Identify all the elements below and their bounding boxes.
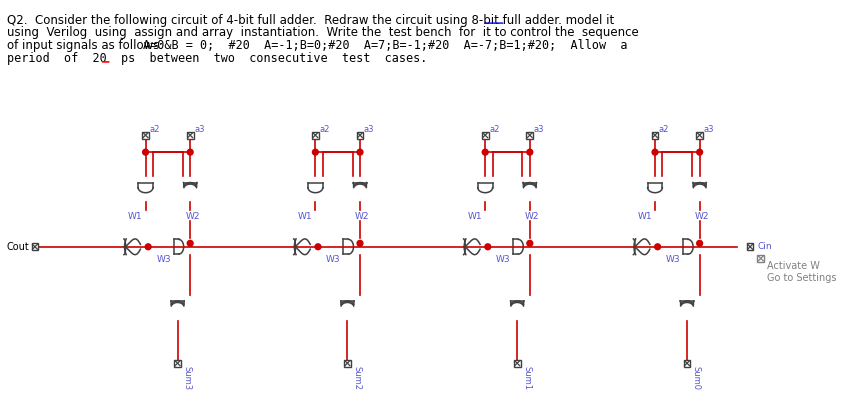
Circle shape — [482, 149, 488, 155]
Bar — [526, 132, 533, 139]
Text: Go to Settings: Go to Settings — [766, 273, 835, 283]
Bar — [695, 132, 702, 139]
Text: of input signals as follows:: of input signals as follows: — [7, 39, 167, 52]
Text: Cout: Cout — [7, 242, 30, 252]
Bar — [651, 132, 657, 139]
Circle shape — [357, 240, 362, 246]
Circle shape — [145, 244, 151, 250]
Text: a2: a2 — [489, 125, 499, 134]
Circle shape — [187, 240, 193, 246]
Bar — [683, 360, 690, 367]
Circle shape — [357, 149, 362, 155]
Text: W2: W2 — [694, 211, 708, 221]
Bar — [756, 255, 763, 262]
Bar — [174, 360, 181, 367]
Text: a3: a3 — [533, 125, 544, 134]
Text: a3: a3 — [364, 125, 374, 134]
Text: using  Verilog  using  assign and array  instantiation.  Write the  test bench  : using Verilog using assign and array ins… — [7, 26, 638, 40]
Circle shape — [696, 240, 701, 246]
Text: W1: W1 — [468, 211, 482, 221]
Text: W2: W2 — [185, 211, 199, 221]
Bar — [31, 243, 38, 250]
Circle shape — [187, 149, 193, 155]
Bar — [513, 360, 520, 367]
Bar — [356, 132, 363, 139]
Text: a3: a3 — [194, 125, 204, 134]
Text: W1: W1 — [636, 211, 652, 221]
Circle shape — [527, 149, 532, 155]
Text: W2: W2 — [354, 211, 369, 221]
Circle shape — [527, 240, 532, 246]
Text: a2: a2 — [658, 125, 668, 134]
Circle shape — [484, 244, 490, 250]
Text: W3: W3 — [665, 254, 679, 263]
Text: period  of  20  ps  between  two  consecutive  test  cases.: period of 20 ps between two consecutive … — [7, 52, 427, 65]
Text: Sum2: Sum2 — [352, 366, 361, 390]
Text: W3: W3 — [495, 254, 510, 263]
Text: W1: W1 — [298, 211, 312, 221]
Text: a2: a2 — [149, 125, 160, 134]
Text: Sum3: Sum3 — [182, 366, 192, 390]
Circle shape — [312, 149, 318, 155]
Text: W2: W2 — [524, 211, 538, 221]
Bar — [142, 132, 149, 139]
Circle shape — [652, 149, 657, 155]
Circle shape — [696, 149, 701, 155]
Bar — [481, 132, 488, 139]
Circle shape — [315, 244, 321, 250]
Text: A=0&B = 0;  #20  A=-1;B=0;#20  A=7;B=-1;#20  A=-7;B=1;#20;  Allow  a: A=0&B = 0; #20 A=-1;B=0;#20 A=7;B=-1;#20… — [143, 39, 627, 52]
Text: Sum1: Sum1 — [522, 366, 530, 390]
Text: W3: W3 — [326, 254, 340, 263]
Bar — [187, 132, 193, 139]
Bar — [311, 132, 318, 139]
Text: W3: W3 — [156, 254, 170, 263]
Text: Activate W: Activate W — [766, 261, 819, 271]
Text: Q2.  Consider the following circuit of 4-bit full adder.  Redraw the circuit usi: Q2. Consider the following circuit of 4-… — [7, 14, 614, 27]
Text: Sum0: Sum0 — [691, 366, 700, 390]
Text: a3: a3 — [703, 125, 713, 134]
Circle shape — [143, 149, 149, 155]
Text: W1: W1 — [128, 211, 143, 221]
Text: Cin: Cin — [757, 242, 771, 251]
Bar — [746, 243, 753, 250]
Bar — [344, 360, 350, 367]
Circle shape — [654, 244, 660, 250]
Text: a2: a2 — [319, 125, 329, 134]
